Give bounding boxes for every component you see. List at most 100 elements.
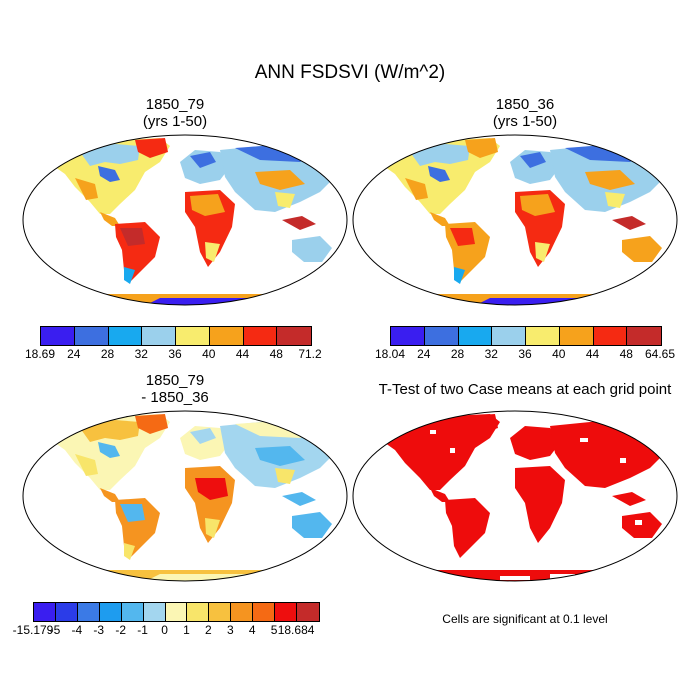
- maritime-continent: [282, 216, 316, 230]
- colorbar-cell: [74, 327, 109, 345]
- central-asia: [585, 170, 635, 190]
- colorbar-tick-label: 18.684: [277, 623, 315, 637]
- land-fill: [353, 138, 677, 305]
- south-asia: [275, 192, 295, 208]
- australia: [292, 236, 332, 262]
- figure-title: ANN FSDSVI (W/m^2): [254, 62, 446, 83]
- colorbar-tick-label: -15.179: [12, 623, 54, 637]
- colorbar-cell: [275, 603, 298, 621]
- africa: [515, 466, 565, 543]
- colorbar-cell: [209, 327, 244, 345]
- map-border: [352, 134, 678, 306]
- great-lakes-region: [98, 166, 120, 182]
- colorbar-cell: [143, 603, 166, 621]
- central-asia: [255, 446, 305, 466]
- panel-1-title-line2: (yrs 1-50): [142, 113, 208, 130]
- scandinavia: [520, 152, 546, 168]
- southern-africa: [205, 518, 220, 538]
- central-america: [430, 488, 450, 502]
- patagonia: [124, 267, 135, 284]
- gap: [580, 438, 588, 442]
- colorbar-cell: [121, 603, 144, 621]
- colorbar-cell: [492, 327, 526, 345]
- colorbar-cell: [526, 327, 560, 345]
- map-border: [352, 410, 678, 582]
- non-significant-gaps: [430, 430, 642, 580]
- europe: [510, 426, 560, 460]
- colorbar-cell: [165, 603, 188, 621]
- map-border: [22, 410, 348, 582]
- maritime-continent: [282, 492, 316, 506]
- us-southwest: [75, 178, 98, 200]
- colorbar-panel-1: [40, 326, 312, 346]
- greenland: [465, 414, 498, 434]
- scandinavia: [190, 152, 216, 168]
- colorbar-tick-label: 18.04: [374, 347, 406, 361]
- panel-3-title: 1850_79 - 1850_36: [45, 372, 305, 406]
- scandinavia: [190, 428, 216, 444]
- colorbar-tick-label: 18.69: [24, 347, 56, 361]
- southern-africa: [205, 242, 220, 262]
- north-america: [378, 414, 500, 490]
- colorbar-cell: [627, 327, 661, 345]
- colorbar-panel-3: [33, 602, 320, 622]
- panel-1-title: 1850_79 (yrs 1-50): [45, 96, 305, 130]
- colorbar-tick-label: 48: [269, 347, 283, 361]
- gap: [620, 458, 626, 463]
- colorbar-cell: [55, 603, 78, 621]
- gap: [635, 520, 642, 525]
- colorbar-cell: [187, 603, 210, 621]
- patagonia: [124, 543, 135, 560]
- colorbar-cell: [142, 327, 176, 345]
- colorbar-tick-label: -2: [115, 623, 127, 637]
- sahara: [520, 194, 555, 216]
- amazon: [120, 228, 145, 246]
- colorbar-cell: [297, 603, 319, 621]
- panel-2-title: 1850_36 (yrs 1-50): [395, 96, 655, 130]
- panel-4-title: T-Test of two Case means at each grid po…: [378, 381, 672, 398]
- colorbar-cell: [34, 603, 56, 621]
- colorbar-tick-label: 4: [248, 623, 256, 637]
- southern-africa: [535, 242, 550, 262]
- map-panel-1850-36: [352, 134, 678, 306]
- panel-2-title-line2: (yrs 1-50): [492, 113, 558, 130]
- map-border: [22, 134, 348, 306]
- map-panel-1850-79: [22, 134, 348, 306]
- colorbar-tick-label: 0: [161, 623, 168, 637]
- amazon: [450, 228, 475, 246]
- colorbar-panel-2: [390, 326, 662, 346]
- colorbar-tick-label: 32: [484, 347, 498, 361]
- colorbar-cell: [243, 327, 278, 345]
- colorbar-tick-label: -4: [71, 623, 83, 637]
- gap: [500, 576, 530, 580]
- colorbar-tick-label: 40: [552, 347, 566, 361]
- australia: [292, 512, 332, 538]
- colorbar-tick-label: 1: [183, 623, 190, 637]
- greenland: [465, 138, 498, 158]
- colorbar-cell: [176, 327, 210, 345]
- panel-1-title-line1: 1850_79: [145, 96, 205, 113]
- colorbar-cell: [77, 603, 100, 621]
- colorbar-cell: [108, 327, 143, 345]
- south-america: [445, 498, 490, 558]
- colorbar-tick-label: 40: [202, 347, 216, 361]
- significance-note: Cells are significant at 0.1 level: [442, 612, 608, 626]
- panel-3-title-line1: 1850_79: [145, 372, 205, 389]
- central-america: [430, 212, 450, 226]
- colorbar-cell: [593, 327, 628, 345]
- central-asia: [255, 170, 305, 190]
- colorbar-tick-label: 28: [450, 347, 465, 361]
- central-america: [100, 212, 120, 226]
- greenland: [135, 414, 168, 434]
- colorbar-tick-label: 32: [134, 347, 148, 361]
- colorbar-tick-label: 24: [417, 347, 431, 361]
- panel-3-title-line2: - 1850_36: [141, 389, 209, 406]
- colorbar-tick-label: 36: [518, 347, 532, 361]
- colorbar-tick-label: 2: [205, 623, 212, 637]
- great-lakes-region: [98, 442, 120, 458]
- colorbar-cell: [231, 603, 254, 621]
- colorbar-tick-label: 5: [270, 623, 278, 637]
- maritime-continent: [612, 492, 646, 506]
- colorbar-tick-label: 71.2: [298, 347, 322, 361]
- colorbar-cell: [559, 327, 594, 345]
